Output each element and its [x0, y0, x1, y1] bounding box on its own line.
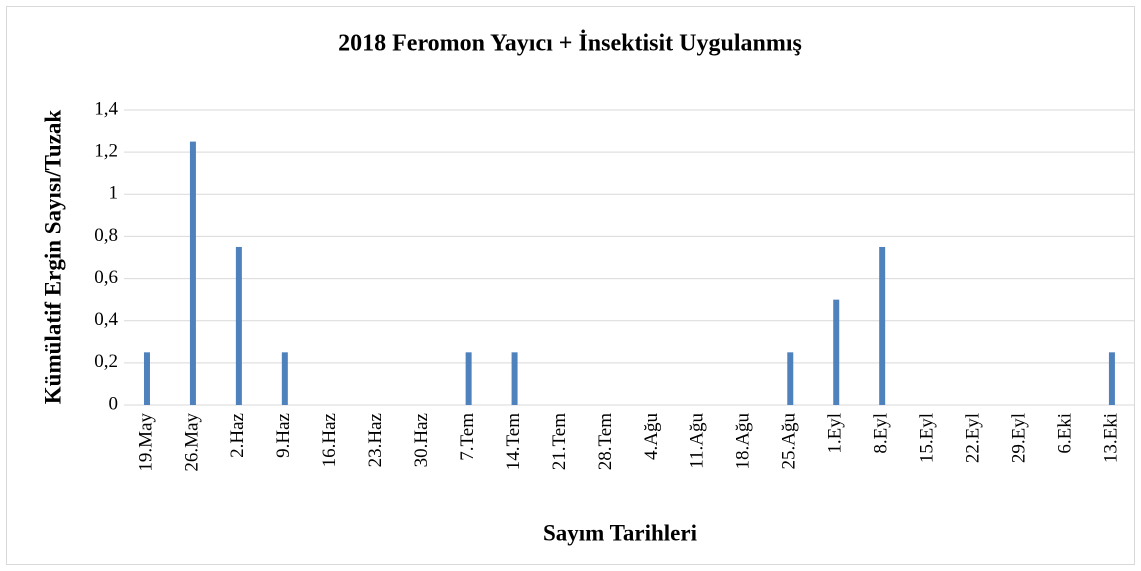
bar — [511, 352, 518, 405]
bar — [1108, 352, 1115, 405]
x-tick-label: 4.Ağu — [641, 413, 662, 460]
bar — [787, 352, 794, 405]
x-tick-label: 23.Haz — [365, 413, 386, 467]
x-tick-label: 15.Eyl — [916, 413, 937, 463]
y-tick-label: 0,6 — [94, 267, 118, 288]
x-tick-label: 11.Ağu — [687, 413, 708, 469]
bar — [833, 299, 840, 405]
y-tick-label: 0,4 — [94, 309, 118, 330]
x-tick-label: 29.Eyl — [1008, 413, 1029, 463]
x-tick-label: 8.Eyl — [871, 413, 892, 454]
y-tick-label: 0,8 — [94, 225, 118, 246]
x-tick-label: 22.Eyl — [962, 413, 983, 463]
chart-border — [6, 6, 1135, 565]
y-tick-label: 0,2 — [94, 351, 118, 372]
bar — [465, 352, 472, 405]
chart-title: 2018 Feromon Yayıcı + İnsektisit Uygulan… — [338, 31, 802, 57]
y-axis-title: Kümülatif Ergin Sayısı/Tuzak — [40, 110, 65, 405]
bar — [879, 246, 886, 405]
bar — [189, 141, 196, 405]
x-tick-label: 16.Haz — [319, 413, 340, 467]
y-tick-label: 1 — [109, 183, 119, 204]
y-tick-label: 1,2 — [94, 141, 118, 162]
x-tick-label: 1.Eyl — [825, 413, 846, 454]
bar — [281, 352, 288, 405]
x-tick-label: 13.Eki — [1100, 413, 1121, 463]
y-tick-label: 0 — [109, 393, 119, 414]
x-tick-label: 6.Eki — [1054, 413, 1075, 454]
x-tick-label: 19.May — [135, 413, 156, 472]
x-tick-label: 25.Ağu — [779, 413, 800, 470]
x-tick-label: 21.Tem — [549, 413, 570, 470]
x-tick-label: 7.Tem — [457, 413, 478, 461]
x-tick-label: 2.Haz — [227, 413, 248, 458]
x-tick-label: 28.Tem — [595, 413, 616, 470]
x-axis-title: Sayım Tarihleri — [543, 520, 698, 545]
bar — [235, 246, 242, 405]
x-tick-label: 30.Haz — [411, 413, 432, 467]
x-tick-label: 18.Ağu — [733, 413, 754, 470]
x-tick-label: 14.Tem — [503, 413, 524, 470]
y-tick-label: 1,4 — [94, 98, 118, 119]
x-tick-label: 9.Haz — [273, 413, 294, 458]
bar — [143, 352, 150, 405]
x-tick-label: 26.May — [181, 413, 202, 472]
